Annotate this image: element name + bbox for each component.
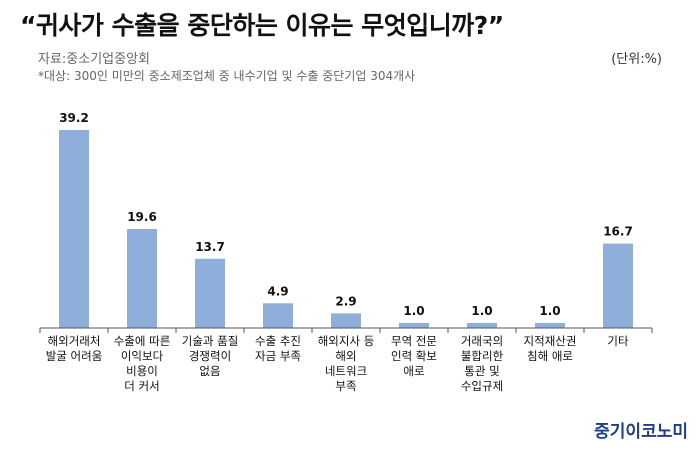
category-label: 기타 bbox=[607, 334, 629, 348]
data-label: 16.7 bbox=[603, 225, 633, 239]
category-label: 수출에 따른 이익보다 비용이 더 커서 bbox=[114, 334, 171, 393]
category-label: 수출 추진 자금 부족 bbox=[255, 334, 301, 363]
data-label: 4.9 bbox=[267, 284, 288, 298]
data-label: 1.0 bbox=[403, 304, 424, 318]
source-label: 자료:중소기업중앙회 bbox=[38, 52, 151, 67]
data-label: 1.0 bbox=[539, 304, 560, 318]
category-label: 기술과 품질 경쟁력이 없음 bbox=[182, 334, 239, 378]
unit-label: (단위:%) bbox=[611, 52, 662, 67]
category-label: 거래국의 불합리한 통관 및 수입규제 bbox=[461, 334, 504, 393]
bar bbox=[467, 322, 497, 328]
bar bbox=[127, 229, 157, 328]
category-label: 지적재산권 침해 애로 bbox=[524, 334, 577, 363]
data-label: 2.9 bbox=[335, 294, 356, 308]
data-label: 1.0 bbox=[471, 304, 492, 318]
bar bbox=[195, 258, 225, 328]
bar bbox=[399, 322, 429, 328]
publisher-logo: 중기이코노미 bbox=[594, 422, 688, 442]
bar bbox=[535, 322, 565, 328]
data-label: 39.2 bbox=[59, 111, 89, 125]
bar bbox=[603, 243, 633, 328]
bar bbox=[263, 303, 293, 329]
category-label: 해외거래처 발굴 어려움 bbox=[46, 334, 103, 363]
chart-title: “귀사가 수출을 중단하는 이유는 무엇입니까?” bbox=[20, 11, 504, 40]
bar bbox=[59, 130, 89, 328]
category-label: 해외지사 등 해외 네트워크 부족 bbox=[318, 334, 375, 393]
data-label: 19.6 bbox=[127, 210, 157, 224]
category-label: 무역 전문 인력 확보 애로 bbox=[391, 334, 437, 378]
data-label: 13.7 bbox=[195, 240, 225, 254]
bar bbox=[331, 313, 361, 328]
survey-note: *대상: 300인 미만의 중소제조업체 중 내수기업 및 수출 중단기업 30… bbox=[38, 69, 416, 83]
